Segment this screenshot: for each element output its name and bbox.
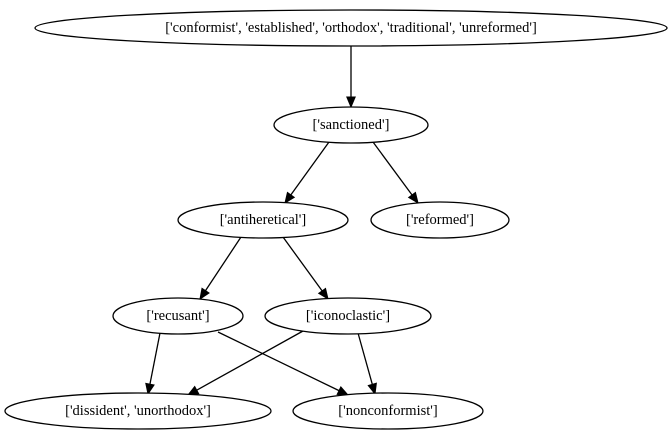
edge-n3-n5 [204,236,242,292]
node-sanctioned-group: ['sanctioned'] [273,106,429,144]
edge-n2-n3 [290,141,330,196]
arrowhead-n5-n7 [145,382,155,396]
node-nonconformist-group: ['nonconformist'] [292,392,484,430]
node-sanctioned-shape [273,106,429,144]
edge-n6-n7 [196,330,304,391]
node-nonconformist-label: ['nonconformist'] [338,403,437,419]
edge-n5-n7 [149,332,161,385]
node-recusant-group: ['recusant'] [112,297,244,335]
nodes-layer: ['conformist', 'established', 'orthodox'… [4,9,668,430]
edge-n3-n6 [282,236,323,292]
edge-n2-n4 [372,141,413,196]
node-reformed-shape [370,201,510,239]
node-antiheretical-shape [177,201,349,239]
node-iconoclastic-shape [264,297,432,335]
node-dissident-label: ['dissident', 'unorthodox'] [65,403,211,419]
node-sanctioned-label: ['sanctioned'] [313,117,390,133]
node-recusant-shape [112,297,244,335]
node-dissident-group: ['dissident', 'unorthodox'] [4,392,272,430]
node-conformist-group: ['conformist', 'established', 'orthodox'… [34,9,668,47]
arrowhead-n3-n6 [317,287,329,301]
node-reformed-label: ['reformed'] [406,212,474,228]
edges-layer [145,46,419,396]
node-iconoclastic-label: ['iconoclastic'] [306,308,390,324]
node-iconoclastic-group: ['iconoclastic'] [264,297,432,335]
node-conformist-label: ['conformist', 'established', 'orthodox'… [165,20,537,36]
node-antiheretical-group: ['antiheretical'] [177,201,349,239]
node-reformed-group: ['reformed'] [370,201,510,239]
node-conformist-shape [34,9,668,47]
node-antiheretical-label: ['antiheretical'] [220,212,307,228]
arrowhead-n1-n2 [346,96,356,109]
arrowhead-n5-n8 [336,385,350,396]
node-dissident-shape [4,392,272,430]
arrowhead-n2-n3 [284,191,296,205]
node-nonconformist-shape [292,392,484,430]
edge-n6-n8 [357,332,373,385]
edge-n5-n8 [217,331,340,392]
arrowhead-n6-n8 [367,382,377,396]
arrowhead-n2-n4 [407,191,419,205]
arrowhead-n3-n5 [199,287,210,301]
node-recusant-label: ['recusant'] [146,308,209,324]
